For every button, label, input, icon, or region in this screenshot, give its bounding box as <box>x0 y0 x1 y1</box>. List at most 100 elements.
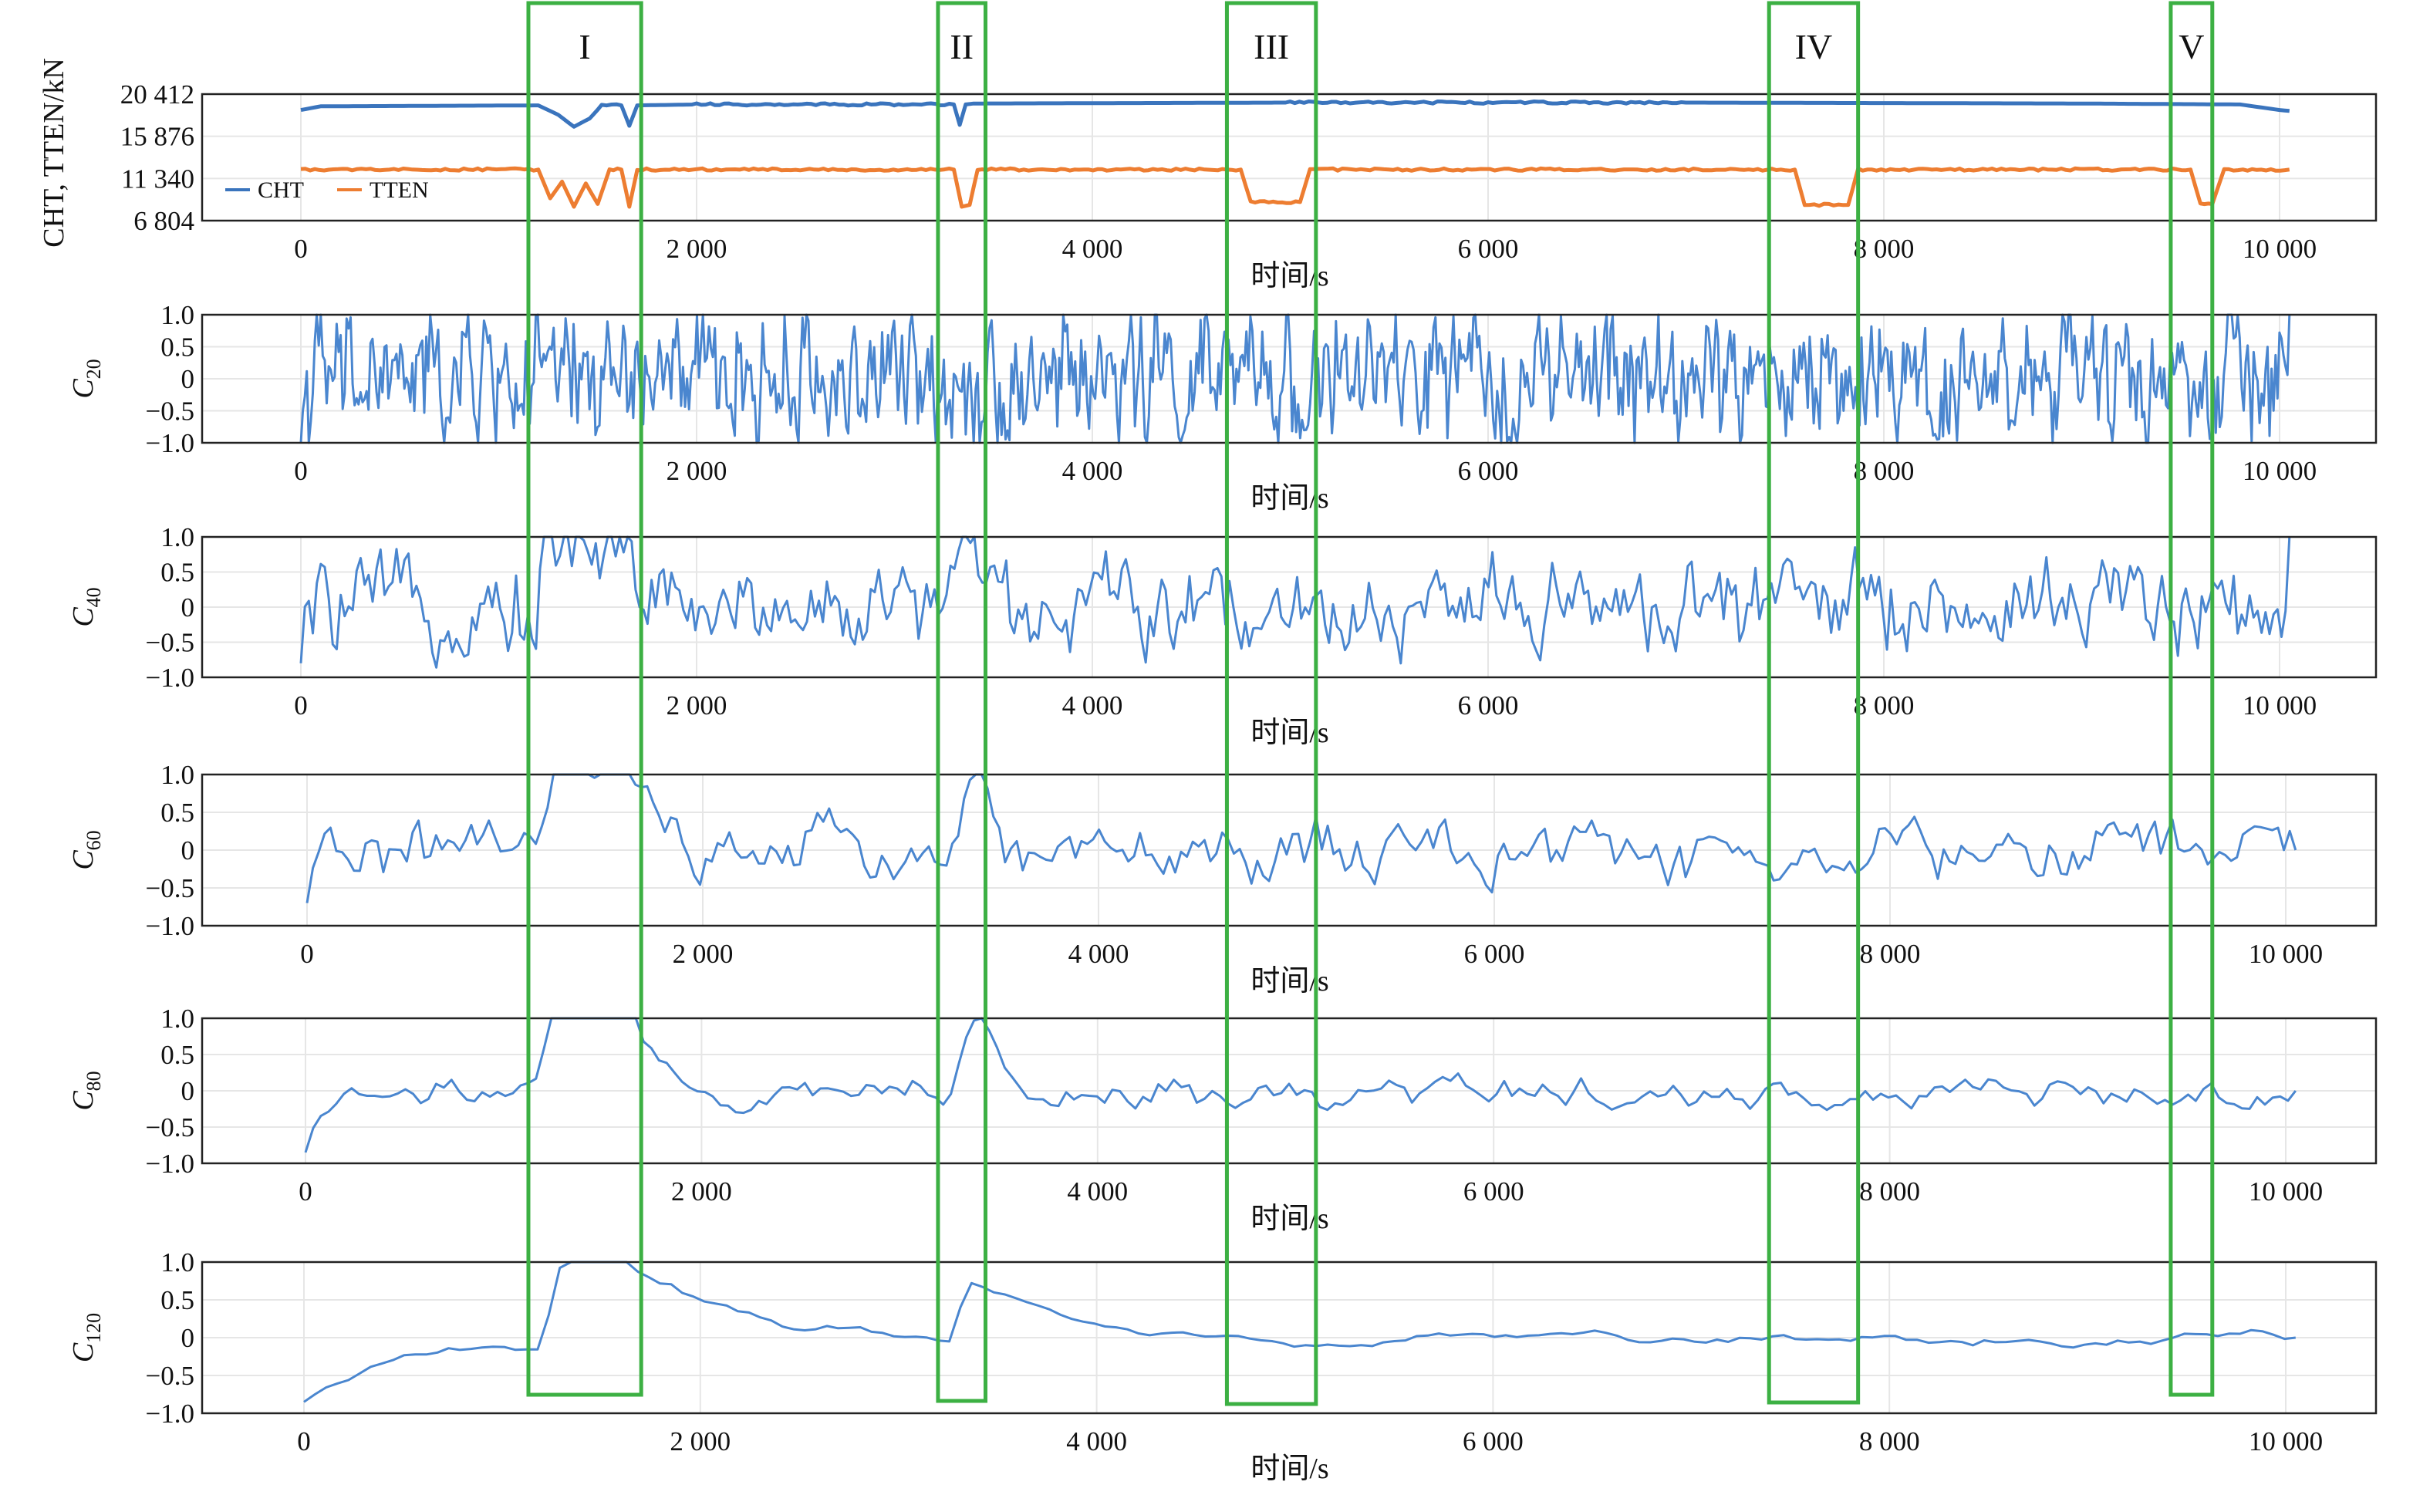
x-tick-label: 0 <box>294 456 308 486</box>
y-tick-label: −0.5 <box>146 397 195 427</box>
x-tick-label: 10 000 <box>2249 1176 2323 1207</box>
y-tick-label: 0.5 <box>160 798 194 828</box>
x-tick-label: 0 <box>294 234 308 264</box>
region-label-I: I <box>579 27 590 66</box>
y-tick-label: −1.0 <box>146 911 195 941</box>
legend-label-tten: TTEN <box>370 177 429 203</box>
x-tick-label: 0 <box>300 939 314 969</box>
series-line-cht <box>300 100 2290 129</box>
y-tick-label: 1.0 <box>160 300 194 330</box>
series-line-c80 <box>304 1017 2297 1153</box>
y-axis-label: C40 <box>67 587 105 626</box>
y-tick-label: 1.0 <box>160 1247 194 1277</box>
plots: 6 804 11 340 15 876 20 412 0 2 000 4 000 6 000 8… <box>38 58 2378 1485</box>
y-axis-label: C120 <box>67 1313 105 1362</box>
y-tick-label: 0.5 <box>160 558 194 588</box>
x-tick-label: 4 000 <box>1067 1176 1128 1207</box>
x-tick-label: 6 000 <box>1464 939 1525 969</box>
y-tick-label: −0.5 <box>146 628 195 658</box>
panel-1: 6 804 11 340 15 876 20 412 0 2 000 4 000 6 000 8… <box>38 58 2378 292</box>
y-tick-label: 15 876 <box>120 122 194 152</box>
x-tick-label: 0 <box>299 1176 312 1207</box>
x-tick-label: 0 <box>294 690 308 721</box>
y-tick-label: 1.0 <box>160 522 194 552</box>
region-box-I <box>526 1 643 1397</box>
panel-6: 1.0 0.5 0 −0.5 −1.0 0 2 000 4 000 6 000 8 000 10 0… <box>67 1247 2378 1485</box>
plot-frame <box>201 1261 2378 1415</box>
x-tick-label: 10 000 <box>2243 234 2317 264</box>
plot-frame <box>201 1017 2378 1165</box>
x-tick-label: 4 000 <box>1062 234 1123 264</box>
x-tick-label: 4 000 <box>1068 939 1129 969</box>
x-tick-label: 10 000 <box>2249 1426 2323 1456</box>
y-axis-label: CHT, TTEN/kN <box>38 58 70 248</box>
legend-label-cht: CHT <box>258 177 304 203</box>
series-line-c20 <box>299 313 2291 444</box>
highlight-regions: I II III IV V <box>526 1 2215 1406</box>
plot-frame <box>201 93 2378 222</box>
x-tick-label: 10 000 <box>2249 939 2323 969</box>
x-tick-label: 4 000 <box>1066 1426 1127 1456</box>
x-tick-label: 6 000 <box>1458 456 1519 486</box>
region-label-V: V <box>2179 27 2204 66</box>
y-tick-label: 0 <box>181 364 195 394</box>
x-tick-label: 2 000 <box>670 1426 731 1456</box>
x-tick-label: 2 000 <box>673 939 734 969</box>
region-label-IV: IV <box>1795 27 1833 66</box>
x-tick-label: 0 <box>297 1426 311 1456</box>
y-tick-label: 1.0 <box>160 760 194 790</box>
x-tick-label: 4 000 <box>1062 456 1123 486</box>
x-axis-label: 时间/s <box>1250 1453 1328 1485</box>
x-tick-label: 6 000 <box>1458 690 1519 721</box>
x-tick-label: 10 000 <box>2243 456 2317 486</box>
series-line-c120 <box>303 1261 2296 1403</box>
x-tick-label: 6 000 <box>1458 234 1519 264</box>
series-line-c60 <box>305 773 2297 903</box>
y-tick-label: −0.5 <box>146 1112 195 1142</box>
y-tick-label: 0 <box>181 1323 195 1353</box>
x-tick-label: 2 000 <box>671 1176 732 1207</box>
y-tick-label: −0.5 <box>146 873 195 903</box>
y-tick-label: 11 340 <box>121 164 194 194</box>
legend: CHT TTEN <box>225 177 429 203</box>
series-line-tten <box>300 166 2290 209</box>
y-tick-label: 0.5 <box>160 1040 194 1070</box>
x-tick-label: 4 000 <box>1062 690 1123 721</box>
region-box-V <box>2168 1 2215 1397</box>
y-tick-label: 0.5 <box>160 332 194 363</box>
series-line-c40 <box>299 535 2291 669</box>
panel-5: 1.0 0.5 0 −0.5 −1.0 0 2 000 4 000 6 000 8 000 10 0… <box>67 1004 2378 1235</box>
y-tick-label: 0 <box>181 1076 195 1106</box>
y-tick-label: 0 <box>181 592 195 623</box>
y-tick-label: −1.0 <box>146 1149 195 1179</box>
y-axis-label: C20 <box>67 359 105 398</box>
x-tick-label: 10 000 <box>2243 690 2317 721</box>
x-tick-label: 8 000 <box>1854 234 1915 264</box>
x-tick-label: 8 000 <box>1854 690 1915 721</box>
region-box-III <box>1224 1 1318 1406</box>
plot-frame <box>201 313 2378 444</box>
y-tick-label: 6 804 <box>133 206 194 236</box>
y-axis-label: C60 <box>67 830 105 869</box>
y-axis-label: C80 <box>67 1071 105 1110</box>
plot-frame <box>201 773 2378 927</box>
x-tick-label: 8 000 <box>1859 1176 1920 1207</box>
x-tick-label: 2 000 <box>667 234 727 264</box>
x-tick-label: 8 000 <box>1860 939 1921 969</box>
y-tick-label: 0 <box>181 835 195 866</box>
panel-4: 1.0 0.5 0 −0.5 −1.0 0 2 000 4 000 6 000 8 000 10 0… <box>67 760 2378 997</box>
x-tick-label: 8 000 <box>1854 456 1915 486</box>
region-box-II <box>936 1 987 1403</box>
panel-3: 1.0 0.5 0 −0.5 −1.0 0 2 000 4 000 6 000 8 000 10 0… <box>67 522 2378 749</box>
region-label-II: II <box>950 27 974 66</box>
y-tick-label: 20 412 <box>120 79 194 110</box>
x-tick-label: 6 000 <box>1463 1426 1524 1456</box>
x-tick-label: 2 000 <box>667 690 727 721</box>
region-label-III: III <box>1254 27 1289 66</box>
panel-2: 1.00.50−0.5−1.00 2 000 4 000 6 000 8 000 10 0… <box>67 300 2378 515</box>
y-tick-label: 1.0 <box>160 1004 194 1034</box>
x-tick-label: 6 000 <box>1463 1176 1524 1207</box>
plot-frame <box>201 535 2378 679</box>
y-tick-label: −1.0 <box>146 428 195 458</box>
